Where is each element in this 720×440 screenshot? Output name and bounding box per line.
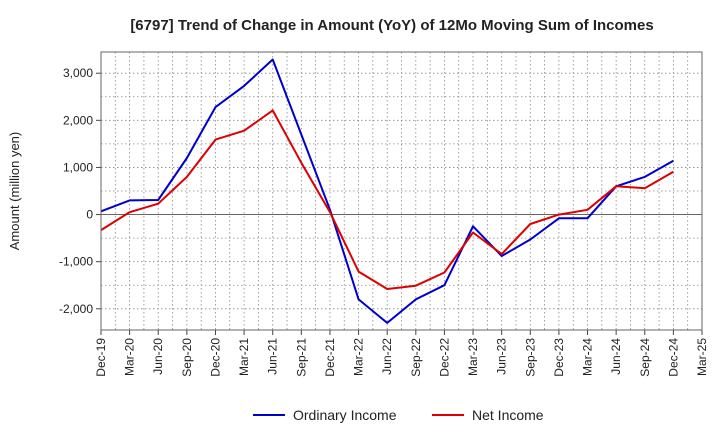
y-axis-label: Amount (million yen) — [7, 132, 22, 251]
y-tick-label: 2,000 — [63, 113, 93, 127]
y-tick-label: 0 — [86, 208, 93, 222]
y-tick-label: -1,000 — [59, 255, 93, 269]
x-tick-label: Mar-25 — [695, 338, 709, 376]
x-tick-label: Mar-24 — [581, 338, 595, 376]
x-tick-label: Dec-24 — [666, 338, 680, 377]
grid — [101, 52, 702, 330]
x-tick-label: Sep-21 — [294, 338, 308, 377]
chart-title: [6797] Trend of Change in Amount (YoY) o… — [130, 17, 653, 34]
x-tick-label: Sep-23 — [523, 338, 537, 377]
x-tick-label: Jun-20 — [151, 338, 165, 375]
x-tick-label: Mar-22 — [352, 338, 366, 376]
series-line-ordinary-income — [100, 58, 674, 324]
x-tick-label: Dec-23 — [552, 338, 566, 377]
x-tick-label: Dec-22 — [437, 338, 451, 377]
x-tick-label: Sep-22 — [409, 338, 423, 377]
y-tick-label: -2,000 — [59, 302, 93, 316]
legend: Ordinary Income Net Income — [253, 407, 544, 423]
x-tick-label: Sep-20 — [180, 338, 194, 377]
y-tick-label: 3,000 — [63, 66, 93, 80]
series-line-net-income — [100, 109, 674, 290]
x-tick-label: Mar-23 — [466, 338, 480, 376]
x-tick-label: Jun-22 — [380, 338, 394, 375]
y-tick-label: 1,000 — [63, 160, 93, 174]
x-tick-label: Dec-21 — [323, 338, 337, 377]
plot-frame — [100, 51, 703, 331]
x-tick-label: Dec-19 — [94, 338, 108, 377]
legend-label: Net Income — [472, 407, 544, 423]
x-tick-label: Jun-23 — [495, 338, 509, 375]
x-tick-label: Sep-24 — [638, 338, 652, 377]
x-tick-label: Mar-21 — [237, 338, 251, 376]
legend-label: Ordinary Income — [293, 407, 397, 423]
y-axis-ticks: 3,000 2,000 1,000 0 -1,000 -2,000 — [59, 66, 101, 316]
series-lines — [100, 58, 674, 324]
x-axis-ticks: Dec-19 Mar-20 Jun-20 Sep-20 Dec-20 Mar-21 Jun-… — [94, 330, 709, 377]
x-tick-label: Jun-24 — [609, 338, 623, 375]
x-tick-label: Jun-21 — [266, 338, 280, 375]
x-tick-label: Dec-20 — [208, 338, 222, 377]
x-tick-label: Mar-20 — [123, 338, 137, 376]
